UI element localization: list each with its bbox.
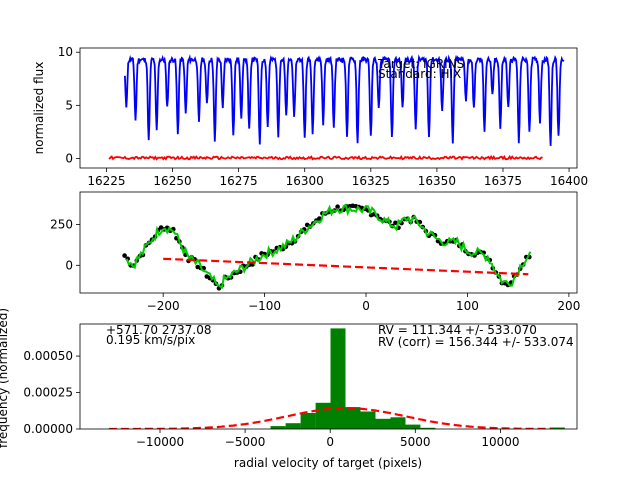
histogram-bar: [390, 417, 406, 429]
y-tick-label: 5: [65, 98, 73, 112]
histogram-bar: [375, 418, 391, 429]
x-tick-label: 16275: [220, 174, 258, 188]
y-tick-label: 0: [65, 151, 73, 165]
y-tick-label: 250: [50, 218, 73, 232]
histogram-bar: [405, 424, 421, 429]
x-tick-label: −100: [248, 299, 281, 313]
x-tick-label: 16225: [87, 174, 125, 188]
spectrum-panel: 16225 16250 16275 16300 16325 16350 16375 16400…: [32, 45, 588, 188]
x-tick-label: 200: [557, 299, 580, 313]
histogram-bar: [315, 402, 331, 429]
rv-histogram-plot-area: [108, 328, 565, 429]
observed-point: [393, 220, 398, 226]
rv-y-axis-label: frequency (normalized): [0, 308, 10, 448]
histogram-bar: [270, 426, 286, 429]
y-tick-label: 0: [65, 258, 73, 272]
rv-annotation: RV = 111.344 +/- 533.070: [378, 323, 537, 337]
rv-x-axis-label: radial velocity of target (pixels): [234, 456, 422, 470]
spectrum-y-axis-label: normalized flux: [32, 62, 46, 155]
x-tick-label: 0: [362, 299, 370, 313]
observed-profile-points: [122, 203, 532, 291]
fitted-profile-line: [125, 203, 532, 289]
observed-point: [335, 204, 340, 209]
rv-histogram-panel: −10000 −5000 0 5000 10000 0.00000 0.00025 0.000…: [0, 308, 578, 470]
spectrum-plot-area: [108, 54, 565, 161]
x-tick-label: 16250: [153, 174, 191, 188]
trend-dashed-line: [163, 257, 529, 276]
x-tick-label: 16300: [286, 174, 324, 188]
x-tick-label: 100: [456, 299, 479, 313]
offset-annotation: +571.70 2737.08: [106, 323, 211, 337]
standard-spectrum-line: [124, 54, 565, 146]
histogram-bar: [549, 427, 565, 429]
histogram-bar: [300, 413, 316, 429]
y-tick-label: 0.00050: [23, 349, 73, 363]
spectrum-axes-frame: [79, 47, 578, 169]
profile-axes-frame: [79, 191, 578, 294]
histogram-bar: [420, 427, 436, 429]
gaussian-fit-dashed-line: [108, 407, 552, 429]
x-tick-label: 5000: [400, 435, 431, 449]
histogram-bar: [285, 423, 301, 429]
scale-annotation: 0.195 km/s/pix: [106, 333, 195, 347]
y-tick-label: 0.00000: [23, 422, 73, 436]
rv-axes-frame: [79, 323, 578, 430]
legend-target-label: Target: IGRINS: [377, 57, 464, 71]
profile-ticks: −200 −100 0 100 200 0 250: [50, 218, 580, 313]
x-tick-label: 0: [326, 435, 334, 449]
histogram-bar: [360, 411, 376, 429]
y-tick-label: 0.00025: [23, 386, 73, 400]
x-tick-label: 16350: [418, 174, 456, 188]
rv-corr-annotation: RV (corr) = 156.344 +/- 533.074: [378, 335, 574, 349]
spectrum-ticks: 16225 16250 16275 16300 16325 16350 16375 16400…: [58, 45, 588, 188]
x-tick-label: −200: [147, 299, 180, 313]
profile-panel: −200 −100 0 100 200 0 250: [50, 191, 580, 313]
target-spectrum-line: [108, 154, 543, 161]
rv-ticks: −10000 −5000 0 5000 10000 0.00000 0.00025 0.000…: [23, 349, 519, 449]
x-tick-label: 16375: [484, 174, 522, 188]
histogram-bar: [330, 328, 346, 429]
y-tick-label: 10: [58, 45, 73, 59]
x-tick-label: −10000: [136, 435, 184, 449]
profile-plot-area: [122, 203, 532, 291]
x-tick-label: 10000: [481, 435, 519, 449]
x-tick-label: −5000: [225, 435, 266, 449]
histogram-bar: [345, 407, 361, 429]
legend-standard-label: Standard: HIX: [378, 67, 461, 81]
x-tick-label: 16325: [352, 174, 390, 188]
observed-point: [317, 216, 322, 221]
observed-point: [122, 253, 127, 258]
x-tick-label: 16400: [550, 174, 588, 188]
